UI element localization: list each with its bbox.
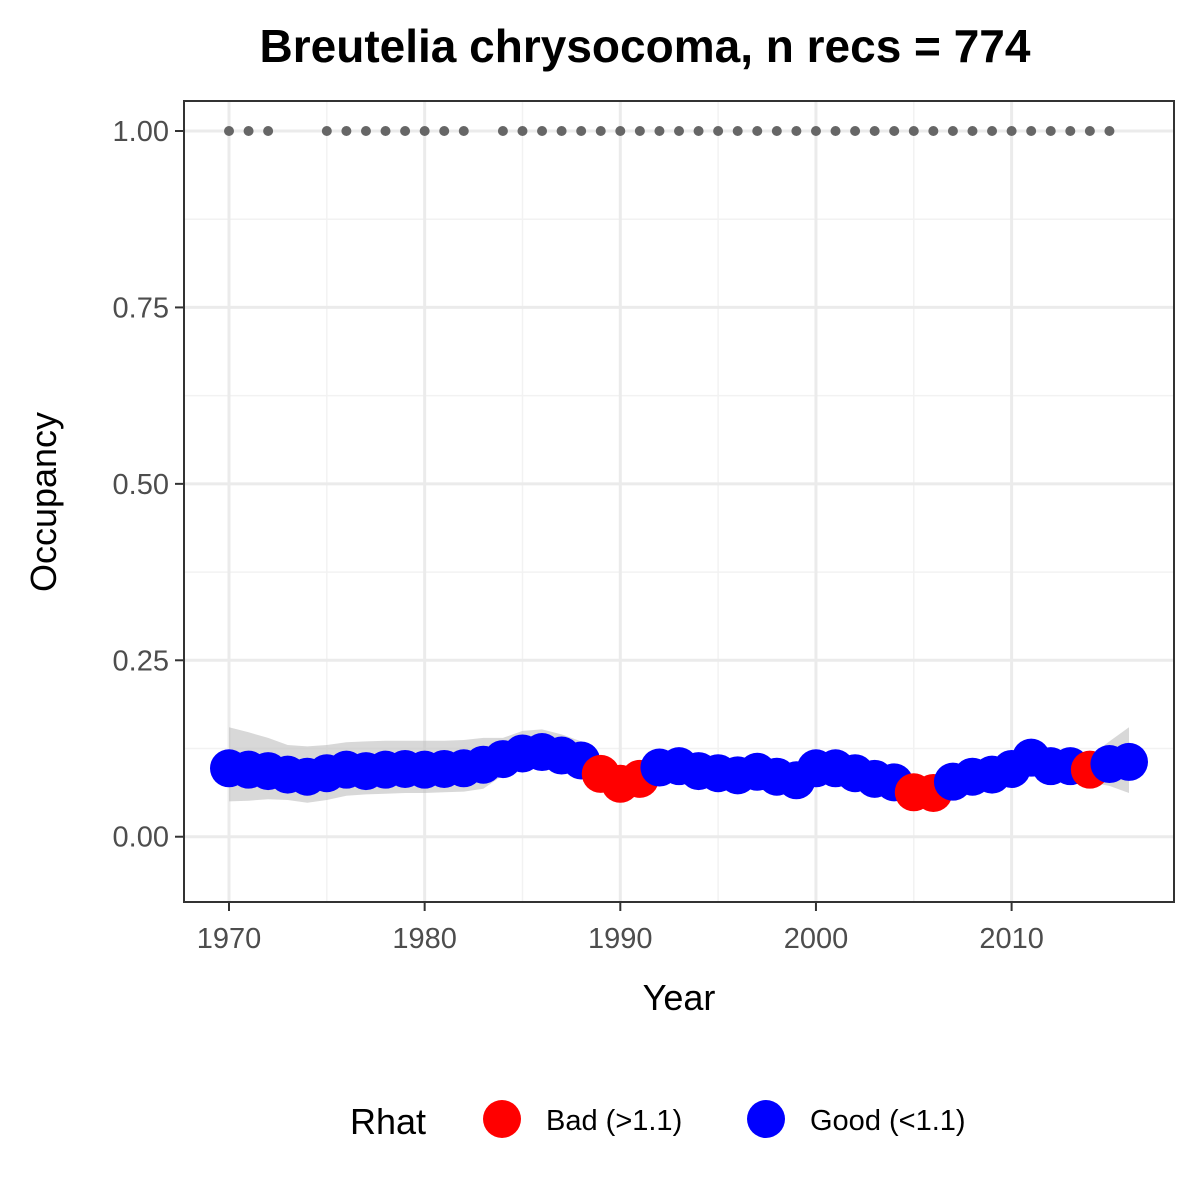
record-dot xyxy=(732,125,743,136)
record-dot xyxy=(1104,125,1115,136)
y-axis: 0.00 0.25 0.50 0.75 1.00 xyxy=(113,116,184,854)
record-dot xyxy=(263,125,274,136)
record-dot xyxy=(1026,125,1037,136)
record-dot xyxy=(771,125,782,136)
y-axis-title: Occupancy xyxy=(23,412,64,592)
record-dot xyxy=(889,125,900,136)
y-tick-label: 0.50 xyxy=(113,469,169,501)
record-dot xyxy=(1006,125,1017,136)
record-dot xyxy=(752,125,763,136)
legend-title: Rhat xyxy=(350,1101,426,1142)
x-tick-label: 1980 xyxy=(392,923,457,955)
y-tick-label: 0.00 xyxy=(113,822,169,854)
record-dot xyxy=(908,125,919,136)
record-dot xyxy=(869,125,880,136)
x-axis: 1970 1980 1990 2000 2010 xyxy=(197,902,1044,955)
record-dot xyxy=(1065,125,1076,136)
record-dot xyxy=(556,125,567,136)
y-tick-label: 0.75 xyxy=(113,292,169,324)
record-dot xyxy=(576,125,587,136)
record-dot xyxy=(674,125,684,136)
legend-label-bad: Bad (>1.1) xyxy=(546,1105,682,1137)
chart-title: Breutelia chrysocoma, n recs = 774 xyxy=(260,20,1031,72)
legend-label-good: Good (<1.1) xyxy=(810,1105,966,1137)
record-dot xyxy=(321,125,332,136)
panel-border xyxy=(183,100,1175,903)
x-tick-label: 2000 xyxy=(784,923,849,955)
legend-key-good xyxy=(747,1100,785,1138)
occupancy-point-good xyxy=(1110,742,1148,781)
record-dot xyxy=(987,125,998,136)
legend: Rhat Bad (>1.1) Good (<1.1) xyxy=(350,1100,966,1142)
record-dot xyxy=(967,125,978,136)
x-tick-label: 2010 xyxy=(979,923,1044,955)
record-dot xyxy=(243,125,254,136)
record-dot xyxy=(654,125,665,136)
record-dot xyxy=(634,125,645,136)
occupancy-points-layer xyxy=(210,733,1148,812)
record-dot xyxy=(693,125,704,136)
record-dot xyxy=(380,125,391,136)
record-dot xyxy=(439,125,450,136)
record-dot xyxy=(458,125,469,136)
record-dot xyxy=(341,125,352,136)
record-dot xyxy=(850,125,861,136)
record-dot xyxy=(791,125,802,136)
y-tick-label: 0.25 xyxy=(113,645,169,677)
record-dot xyxy=(928,125,939,136)
record-dot xyxy=(713,125,724,136)
record-dot xyxy=(517,125,528,136)
record-dot xyxy=(947,125,958,136)
record-dot xyxy=(360,125,371,136)
record-dot xyxy=(1084,125,1095,136)
record-dot xyxy=(419,125,430,136)
record-dot xyxy=(224,125,234,136)
record-dot xyxy=(830,125,841,136)
x-axis-title: Year xyxy=(643,977,716,1018)
legend-key-bad xyxy=(483,1100,521,1138)
x-tick-label: 1990 xyxy=(588,923,653,955)
record-dots-layer xyxy=(224,125,1115,136)
record-dot xyxy=(1045,125,1056,136)
record-dot xyxy=(810,125,821,136)
y-tick-label: 1.00 xyxy=(113,116,169,148)
record-dot xyxy=(400,125,411,136)
record-dot xyxy=(595,125,606,136)
record-dot xyxy=(497,125,508,136)
record-dot xyxy=(537,125,548,136)
record-dot xyxy=(615,125,626,136)
x-tick-label: 1970 xyxy=(197,923,262,955)
